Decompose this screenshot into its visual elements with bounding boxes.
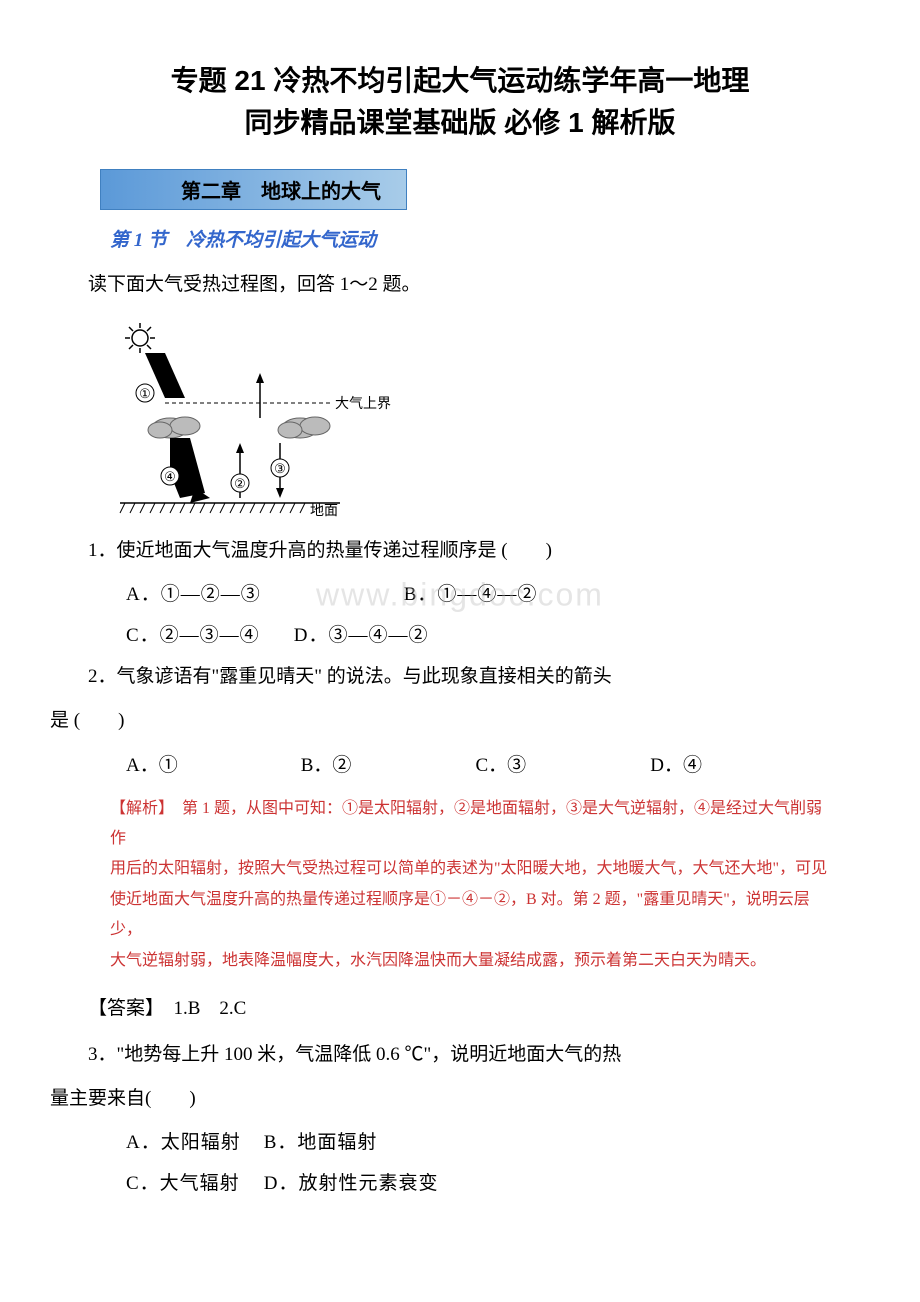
main-title: 专题 21 冷热不均引起大气运动练学年高一地理 同步精品课堂基础版 必修 1 解… (50, 60, 870, 144)
q1-opt-b: B．①—④—② (404, 584, 538, 605)
chapter-banner: 第二章 地球上的大气 (100, 169, 407, 210)
q2-stem-l1: 2．气象谚语有"露重见晴天" 的说法。与此现象直接相关的箭头 (50, 659, 870, 695)
circle-4: ④ (164, 469, 176, 484)
title-line1: 专题 21 冷热不均引起大气运动练学年高一地理 (171, 65, 750, 96)
q3-options-ab: A．太阳辐射 B．地面辐射 (50, 1125, 870, 1161)
q3-opt-c: C．大气辐射 (88, 1166, 258, 1202)
q2-options: A．① B．② C．③ D．④ (50, 748, 870, 784)
q3-stem-l2: 量主要来自( ) (50, 1081, 870, 1117)
cloud-right (278, 417, 330, 438)
analysis-line2: 用后的太阳辐射，按照大气受热过程可以简单的表述为"太阳暖大地，大地暖大气，大气还… (110, 854, 830, 884)
sun-icon (125, 323, 155, 353)
q1-opt-c: C．②—③—④ (88, 618, 288, 654)
q1-stem: 1．使近地面大气温度升高的热量传递过程顺序是 ( ) (50, 533, 870, 569)
q2-opt-c: C．③ (438, 748, 608, 784)
analysis-line3: 使近地面大气温度升高的热量传递过程顺序是①－④－②，B 对。第 2 题，"露重见… (110, 885, 830, 946)
arrow-4 (170, 438, 205, 498)
atmosphere-label: 大气上界 (335, 396, 391, 412)
answer-12: 【答案】 1.B 2.C (50, 991, 870, 1027)
q3-opt-d: D．放射性元素衰变 (264, 1173, 439, 1194)
q2-opt-d: D．④ (612, 748, 782, 784)
analysis-line1: 【解析】 第 1 题，从图中可知：①是太阳辐射，②是地面辐射，③是大气逆辐射，④… (110, 794, 830, 855)
q2-opt-b: B．② (263, 748, 433, 784)
q2-opt-a: A．① (88, 748, 258, 784)
q1-options-ab: A．①—②—③ B．①—④—② (50, 577, 870, 613)
atmosphere-diagram: 大气上界 ① ④ ② ③ (110, 318, 870, 518)
ground-label: 地面 (310, 503, 338, 518)
circle-1: ① (139, 386, 151, 401)
q3-opt-a: A．太阳辐射 (88, 1125, 258, 1161)
analysis-block: 【解析】 第 1 题，从图中可知：①是太阳辐射，②是地面辐射，③是大气逆辐射，④… (110, 794, 830, 976)
analysis-line4: 大气逆辐射弱，地表降温幅度大，水汽因降温快而大量凝结成露，预示着第二天白天为晴天… (110, 946, 830, 976)
intro-text: 读下面大气受热过程图，回答 1～2 题。 (50, 267, 870, 303)
q2-stem-l2: 是 ( ) (50, 703, 870, 739)
q3-options-cd: C．大气辐射 D．放射性元素衰变 (50, 1166, 870, 1202)
analysis-label: 【解析】 (110, 800, 166, 817)
q1-opt-d: D．③—④—② (294, 625, 429, 646)
q1-options-cd: C．②—③—④ D．③—④—② (50, 618, 870, 654)
q3-opt-b: B．地面辐射 (264, 1132, 378, 1153)
q1-opt-a: A．①—②—③ (88, 577, 398, 613)
q3-stem-l1: 3．"地势每上升 100 米，气温降低 0.6 ℃"，说明近地面大气的热 (50, 1037, 870, 1073)
title-line2: 同步精品课堂基础版 必修 1 解析版 (245, 107, 676, 138)
cloud-left (148, 417, 200, 438)
ground-hatch (120, 503, 305, 513)
circle-2: ② (234, 476, 246, 491)
section-title: 第 1 节 冷热不均引起大气运动 (110, 225, 870, 252)
circle-3: ③ (274, 461, 286, 476)
